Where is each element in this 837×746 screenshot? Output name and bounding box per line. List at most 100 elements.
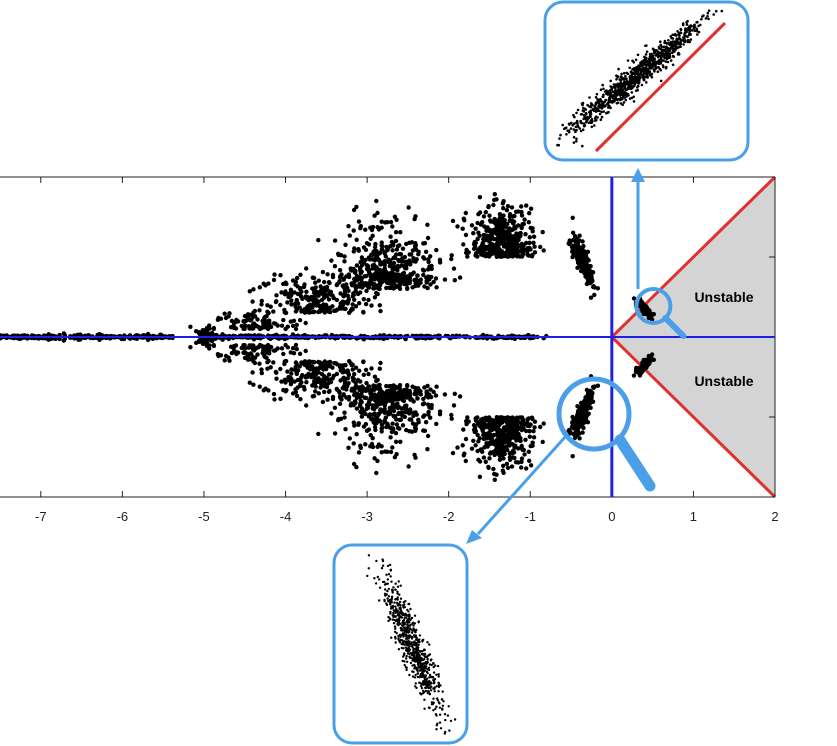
inset-lower-point [395, 632, 398, 635]
eigenvalue-point [317, 365, 322, 370]
inset-upper-point [667, 39, 670, 42]
eigenvalue-point [334, 282, 339, 288]
inset-upper-point [575, 119, 579, 123]
eigenvalue-point [481, 455, 487, 460]
eigenvalue-point [247, 289, 252, 294]
eigenvalue-point [528, 225, 533, 231]
eigenvalue-point [488, 237, 493, 242]
eigenvalue-point [345, 370, 350, 375]
inset-upper-point [599, 88, 603, 91]
eigenvalue-point [407, 393, 413, 398]
eigenvalue-point [398, 439, 403, 444]
eigenvalue-point [575, 428, 580, 434]
eigenvalue-point [512, 238, 517, 243]
inset-upper-point [637, 64, 640, 67]
eigenvalue-point [322, 310, 327, 315]
inset-lower-point [378, 599, 381, 602]
inset-upper-point [677, 46, 681, 49]
eigenvalue-point [336, 252, 341, 258]
eigenvalue-point [514, 246, 519, 251]
eigenvalue-point [473, 443, 478, 448]
inset-upper-point [596, 109, 600, 112]
eigenvalue-point [408, 272, 413, 277]
inset-upper-point [594, 96, 598, 99]
eigenvalue-point [325, 397, 330, 402]
inset-upper-point [609, 106, 612, 110]
eigenvalue-point [406, 464, 411, 469]
inset-upper-point [707, 9, 711, 12]
eigenvalue-point [288, 350, 293, 355]
inset-upper-point [659, 40, 662, 43]
magnifier-handle-lower [614, 434, 656, 492]
inset-lower-point [427, 668, 431, 672]
eigenvalue-point [397, 243, 402, 248]
inset-upper-point [621, 91, 624, 94]
inset-upper-point [720, 9, 724, 13]
eigenvalue-point [405, 279, 410, 284]
eigenvalue-point [421, 241, 426, 246]
inset-upper-point [642, 75, 646, 78]
inset-upper-point [679, 38, 682, 41]
inset-upper-point [693, 25, 697, 29]
eigenvalue-point [449, 416, 454, 421]
eigenvalue-point [525, 417, 530, 422]
inset-lower-point [402, 655, 405, 658]
eigenvalue-point [351, 228, 356, 233]
eigenvalue-point [262, 354, 268, 360]
eigenvalue-point [424, 389, 429, 394]
inset-upper-point [631, 78, 634, 82]
inset-upper-point [625, 95, 628, 98]
inset-lower-point [386, 578, 389, 581]
inset-upper-point [569, 127, 573, 130]
eigenvalue-point [478, 447, 483, 452]
eigenvalue-point [572, 234, 578, 239]
eigenvalue-point [393, 430, 399, 436]
eigenvalue-point [461, 216, 466, 221]
eigenvalue-point [323, 364, 328, 369]
eigenvalue-point [271, 391, 277, 397]
eigenvalue-point [382, 266, 387, 271]
inset-upper-point [688, 25, 691, 28]
eigenvalue-point [218, 353, 224, 358]
inset-upper-point [584, 112, 588, 116]
inset-upper-point [666, 50, 669, 53]
eigenvalue-point [365, 263, 371, 269]
inset-upper-point [673, 48, 676, 52]
inset-upper-point [589, 102, 593, 105]
x-tick-label: -7 [35, 509, 47, 524]
eigenvalue-point [483, 254, 488, 259]
inset-upper-point [671, 63, 675, 67]
eigenvalue-point [396, 411, 401, 417]
inset-upper-point [650, 58, 653, 61]
eigenvalue-point [361, 359, 366, 365]
inset-upper-point [632, 61, 636, 64]
eigenvalue-point [358, 445, 363, 450]
eigenvalue-point [524, 466, 529, 471]
inset-upper-point [590, 125, 594, 129]
inset-upper-point [582, 122, 586, 125]
annotation-layer: Unstable Unstable [694, 289, 753, 389]
eigenvalue-point [345, 383, 350, 389]
eigenvalue-point [361, 424, 367, 429]
eigenvalue-point [320, 269, 326, 275]
eigenvalue-point [425, 383, 430, 389]
inset-upper-point [618, 78, 622, 81]
eigenvalue-point [299, 380, 304, 385]
eigenvalue-point [304, 403, 309, 408]
eigenvalue-point [374, 395, 379, 400]
eigenvalue-point [413, 410, 418, 415]
eigenvalue-point [521, 420, 526, 425]
eigenvalue-point [524, 428, 529, 434]
inset-upper-point [626, 59, 630, 62]
eigenvalue-point [272, 397, 277, 402]
inset-lower-point [401, 629, 404, 632]
eigenvalue-point [379, 450, 384, 455]
eigenvalue-point [358, 224, 363, 229]
eigenvalue-point [363, 442, 368, 447]
eigenvalue-point [309, 305, 314, 310]
eigenvalue-point [519, 245, 524, 250]
inset-lower-point [413, 676, 417, 679]
eigenvalue-point [527, 428, 532, 434]
inset-upper-point [643, 63, 647, 66]
eigenvalue-point [403, 410, 408, 415]
